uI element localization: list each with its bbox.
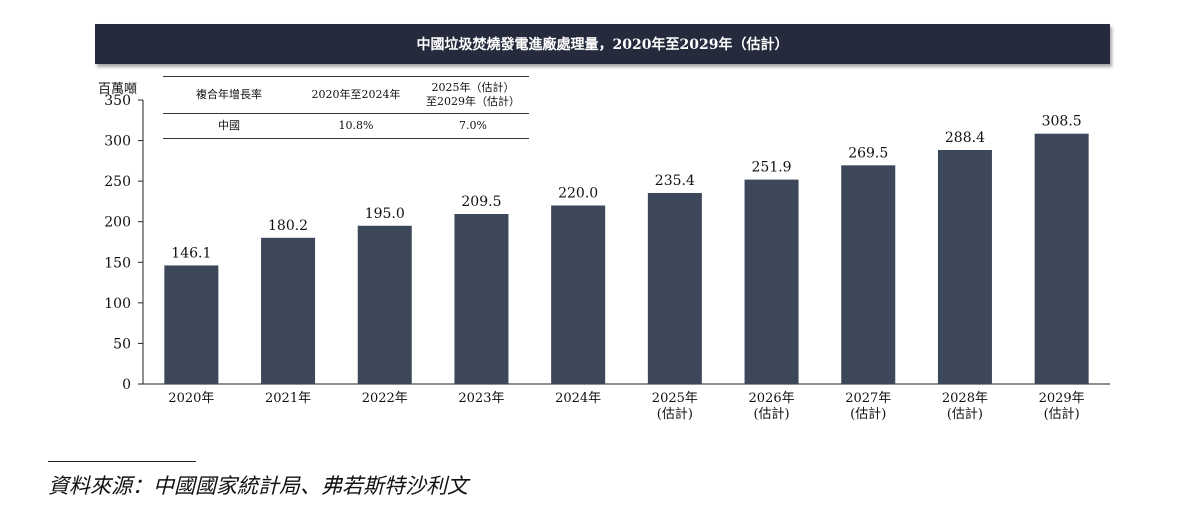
bar [841, 165, 896, 384]
y-axis-unit-label: 百萬噸 [98, 82, 138, 97]
x-tick-label: 2024年 [555, 391, 601, 406]
bar-value-label: 180.2 [268, 218, 308, 234]
bar [744, 179, 799, 384]
y-tick-label: 0 [122, 377, 131, 393]
y-tick-label: 100 [104, 296, 131, 312]
bar-value-label: 235.4 [655, 173, 695, 189]
bar [454, 214, 509, 384]
bar-value-label: 209.5 [461, 194, 501, 210]
bar-value-label: 195.0 [365, 206, 405, 222]
bar-value-label: 269.5 [848, 145, 888, 161]
bar [937, 149, 992, 384]
bar-value-label: 308.5 [1042, 114, 1082, 130]
cagr-table-row: 中國 10.8% 7.0% [163, 114, 529, 139]
x-tick-label: 2027年(估計) [845, 391, 891, 422]
bar-value-label: 288.4 [945, 130, 985, 146]
bar [647, 192, 702, 384]
bar [357, 225, 412, 384]
x-tick-label: 2029年(估計) [1039, 391, 1085, 422]
x-tick-label: 2022年 [362, 391, 408, 406]
bar-value-label: 146.1 [171, 245, 211, 261]
chart-title: 中國垃圾焚燒發電進廠處理量，2020年至2029年（估計） [95, 24, 1110, 64]
y-tick-label: 150 [104, 255, 131, 271]
cagr-row-value-1: 10.8% [338, 119, 374, 132]
y-tick-label: 300 [104, 134, 131, 150]
bar [1034, 133, 1089, 384]
cagr-table: 複合年增長率 2020年至2024年 2025年（估計） 至2029年（估計） … [163, 76, 529, 139]
y-tick-label: 200 [104, 215, 131, 231]
cagr-header-label: 複合年增長率 [196, 88, 262, 101]
x-tick-label: 2026年(估計) [749, 391, 795, 422]
cagr-header-period-2: 2025年（估計） 至2029年（估計） [426, 81, 520, 108]
y-tick-label: 250 [104, 174, 131, 190]
bar-value-label: 251.9 [752, 160, 792, 176]
source-note: 資料來源：中國國家統計局、弗若斯特沙利文 [48, 474, 468, 498]
bar-value-label: 220.0 [558, 185, 598, 201]
cagr-row-value-2: 7.0% [459, 119, 487, 132]
source-divider [48, 461, 196, 462]
bar [164, 265, 219, 384]
cagr-header-period-1: 2020年至2024年 [311, 88, 401, 101]
x-tick-label: 2025年(估計) [652, 391, 698, 422]
bar [551, 205, 606, 384]
y-tick-label: 350 [104, 93, 131, 109]
x-tick-label: 2020年 [168, 391, 214, 406]
cagr-row-region: 中國 [218, 119, 240, 132]
y-tick-label: 50 [113, 336, 131, 352]
bar [261, 237, 316, 384]
x-tick-label: 2023年 [458, 391, 504, 406]
x-tick-label: 2028年(估計) [942, 391, 988, 422]
x-tick-label: 2021年 [265, 391, 311, 406]
cagr-table-header-row: 複合年增長率 2020年至2024年 2025年（估計） 至2029年（估計） [163, 76, 529, 114]
